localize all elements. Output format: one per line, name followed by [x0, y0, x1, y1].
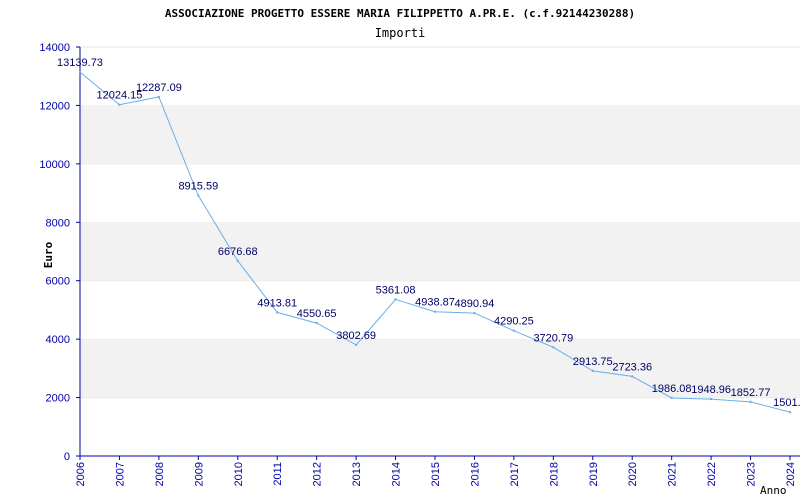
data-point [749, 400, 752, 404]
y-tick-label: 0 [64, 451, 70, 463]
y-tick-label: 10000 [39, 159, 70, 171]
grid-bands [80, 46, 800, 456]
data-label: 1948.96 [691, 384, 731, 396]
data-point [473, 311, 476, 315]
data-point [157, 95, 161, 99]
data-label: 6676.68 [218, 246, 258, 258]
x-tick-label: 2015 [430, 462, 442, 486]
data-label: 3720.79 [533, 332, 573, 344]
series-group [78, 70, 792, 414]
x-tick-label: 2018 [548, 462, 560, 486]
data-label: 2913.75 [573, 356, 613, 368]
data-label: 12287.09 [136, 82, 182, 94]
chart-title: ASSOCIAZIONE PROGETTO ESSERE MARIA FILIP… [165, 7, 635, 20]
x-tick-label: 2019 [588, 462, 600, 486]
x-tick-label: 2022 [706, 462, 718, 486]
x-tick-label: 2020 [627, 462, 639, 486]
y-tick-label: 6000 [46, 276, 70, 288]
grid-band [80, 222, 800, 281]
y-axis-ticks: 0 2000 4000 6000 8000 10000 12000 14000 [39, 42, 80, 463]
y-tick-label: 8000 [46, 217, 70, 229]
data-point [631, 375, 634, 378]
x-tick-label: 2021 [667, 462, 679, 486]
x-tick-label: 2014 [391, 462, 403, 486]
data-point [236, 259, 239, 263]
x-tick-label: 2024 [785, 462, 797, 486]
data-point [788, 410, 792, 414]
x-tick-label: 2016 [469, 462, 481, 486]
data-point [354, 343, 358, 347]
grid-band [80, 163, 800, 223]
grid-band [80, 105, 800, 164]
data-label: 2723.36 [612, 361, 652, 373]
data-point [197, 194, 200, 197]
data-label: 12024.15 [96, 90, 142, 102]
x-axis-ticks: 2006 2007 2008 2009 2010 2011 2012 2013 2014 2015… [75, 456, 797, 486]
data-point [78, 70, 82, 74]
grid-band [80, 397, 800, 456]
y-tick-label: 12000 [39, 100, 70, 112]
data-label: 4913.81 [257, 297, 297, 309]
data-label: 8915.59 [178, 181, 218, 193]
data-label: 5361.08 [376, 284, 416, 296]
x-tick-label: 2007 [114, 462, 126, 486]
data-label: 1986.08 [652, 383, 692, 395]
x-tick-label: 2012 [312, 462, 324, 486]
data-point [512, 329, 516, 332]
data-point [433, 310, 437, 313]
data-point [709, 397, 713, 401]
data-label: 13139.73 [57, 57, 103, 69]
data-point [552, 346, 555, 349]
data-label: 3802.69 [336, 330, 376, 342]
chart-subtitle: Importi [375, 26, 426, 40]
data-point [670, 396, 673, 400]
data-label: 1501.1 [773, 397, 800, 409]
data-label: 4290.25 [494, 316, 534, 328]
x-tick-label: 2013 [351, 462, 363, 486]
data-point [315, 321, 318, 325]
data-point [394, 298, 397, 301]
data-label: 1852.77 [731, 387, 771, 399]
x-tick-label: 2009 [193, 462, 205, 486]
data-label: 4890.94 [455, 298, 495, 310]
x-tick-label: 2023 [746, 462, 758, 486]
data-label: 4938.87 [415, 297, 455, 309]
y-tick-label: 4000 [46, 334, 70, 346]
x-axis-label: Anno [760, 484, 787, 497]
y-tick-label: 2000 [46, 393, 70, 405]
x-tick-label: 2011 [272, 462, 284, 486]
y-axis-label: Euro [42, 241, 55, 268]
grid-band [80, 339, 800, 398]
x-tick-label: 2017 [509, 462, 521, 486]
grid-band [80, 47, 800, 106]
data-point [276, 311, 279, 314]
x-tick-label: 2010 [233, 462, 245, 486]
x-tick-label: 2008 [154, 462, 166, 486]
data-point [118, 103, 121, 106]
grid-band [80, 280, 800, 340]
x-tick-label: 2006 [75, 462, 87, 486]
y-tick-label: 14000 [39, 42, 70, 54]
data-point [591, 369, 594, 373]
data-label: 4550.65 [297, 308, 337, 320]
